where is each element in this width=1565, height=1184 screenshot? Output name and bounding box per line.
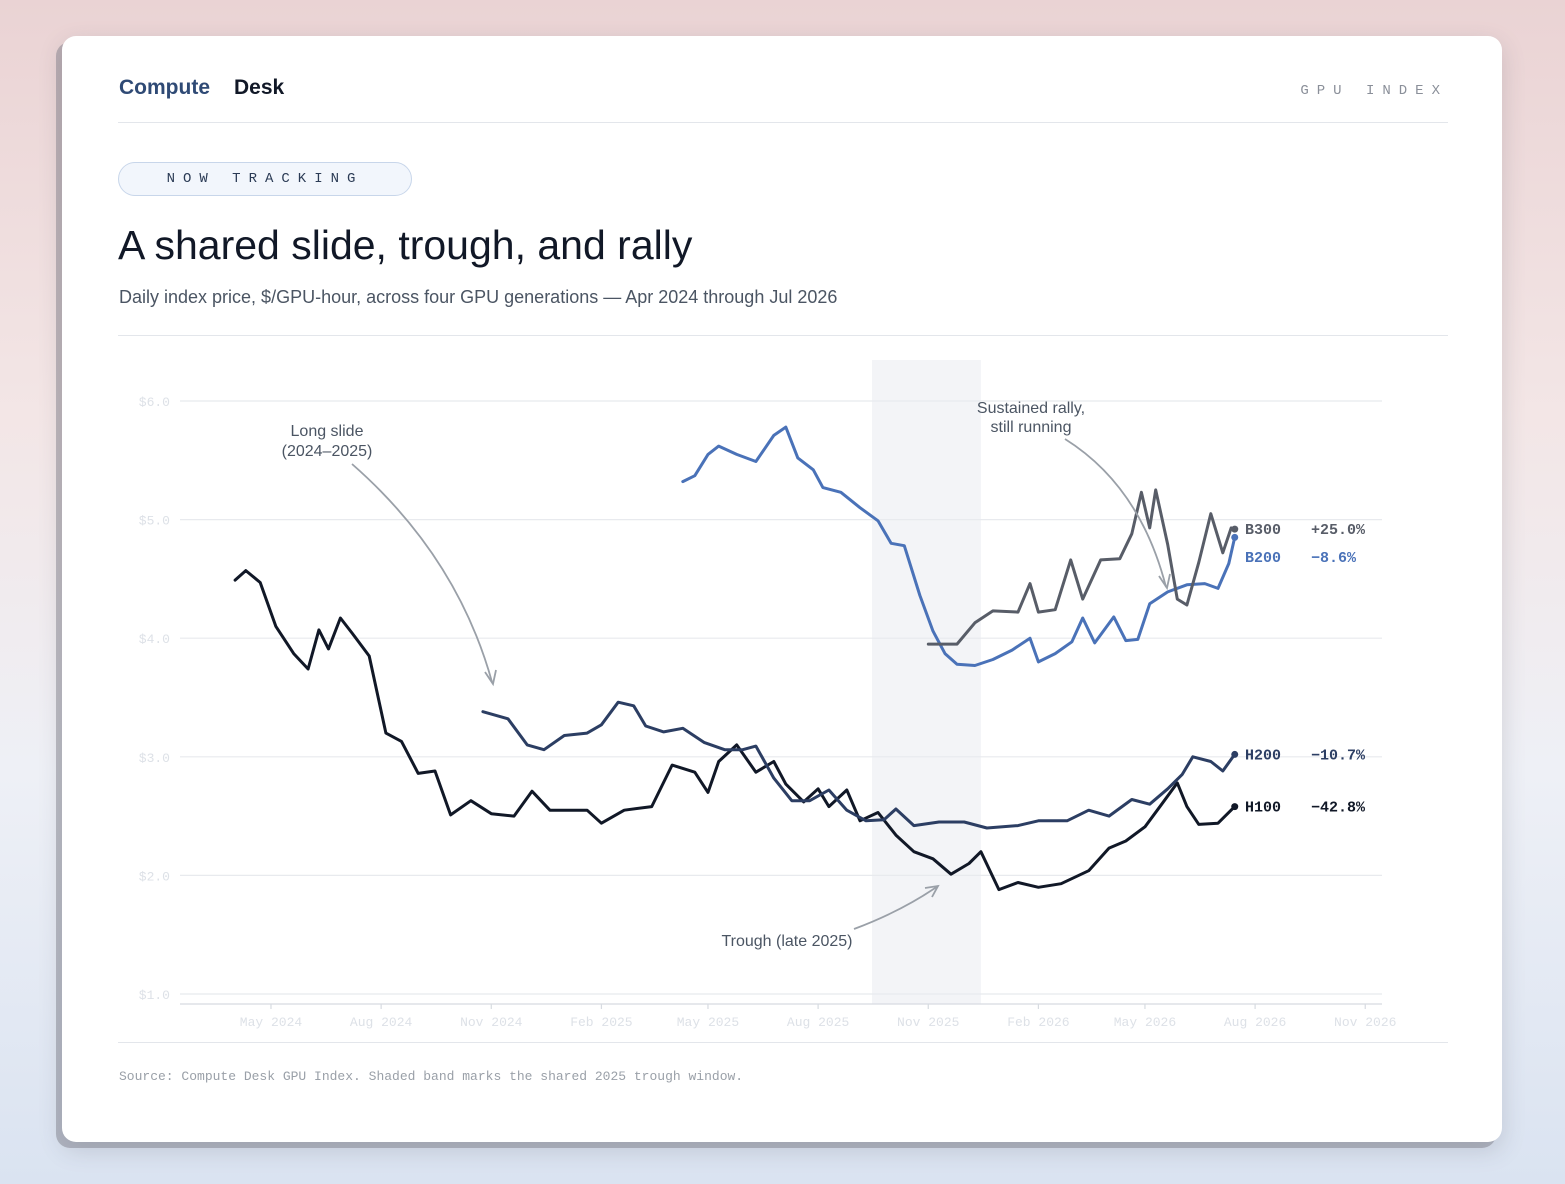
x-tick-label: Aug 2026: [1224, 1015, 1286, 1030]
annotation-slide-line1: Long slide: [291, 423, 364, 440]
x-tick-label: Feb 2026: [1007, 1015, 1069, 1030]
x-tick-label: Nov 2026: [1334, 1015, 1396, 1030]
x-tick-label: Aug 2025: [787, 1015, 849, 1030]
annotation-trough: Trough (late 2025): [721, 933, 852, 950]
card: Compute Desk GPU INDEX NOW TRACKING A sha…: [62, 36, 1502, 1142]
brand-compute: Compute: [119, 76, 210, 99]
gpu-index-tag: GPU INDEX: [1300, 83, 1448, 99]
x-tick-label: Nov 2024: [460, 1015, 523, 1030]
rally-arrow-head: [1158, 573, 1171, 591]
series-line-b300: [926, 488, 1237, 646]
line-chart: $1.0 $2.0 $3.0 $4.0 $5.0 $6.0 May 2024 Aug 202…: [139, 360, 1396, 1030]
trough-shaded-band: [871, 360, 981, 1004]
rally-arrow: [1064, 438, 1167, 588]
x-tick-label: Aug 2024: [350, 1015, 413, 1030]
footer-divider: [118, 1042, 1448, 1043]
series-label-b300: B300: [1245, 522, 1281, 539]
trough-arrow: [853, 885, 939, 930]
slide-arrow: [351, 463, 493, 683]
annotation-rally-line2: still running: [991, 419, 1072, 436]
series-change-b200: −8.6%: [1311, 550, 1357, 567]
x-tick-label: May 2026: [1114, 1015, 1176, 1030]
x-tick-label: Feb 2025: [570, 1015, 632, 1030]
series-change-h100: −42.8%: [1311, 800, 1366, 817]
header-divider: [118, 122, 1448, 123]
now-tracking-pill: NOW TRACKING: [118, 162, 412, 196]
title-divider: [118, 335, 1448, 336]
y-tick-label: $4.0: [139, 632, 170, 647]
y-tick-label: $5.0: [139, 514, 170, 529]
annotation-rally-line1: Sustained rally,: [977, 400, 1085, 417]
series-label-h100: H100: [1245, 800, 1281, 817]
annotation-slide-line2: (2024–2025): [282, 443, 373, 460]
y-tick-label: $1.0: [139, 988, 170, 1003]
y-tick-label: $2.0: [139, 869, 170, 884]
x-tick-label: May 2025: [677, 1015, 739, 1030]
page-title: A shared slide, trough, and rally: [118, 222, 693, 268]
series-end-dot-b200: [1231, 533, 1239, 541]
series-end-dot-h100: [1231, 803, 1239, 811]
brand[interactable]: Compute Desk: [119, 76, 284, 100]
x-tick-label: Nov 2025: [897, 1015, 959, 1030]
x-tick-label: May 2024: [240, 1015, 303, 1030]
series-end-dot-b300: [1231, 525, 1239, 533]
series-line-h200: [481, 700, 1237, 830]
page-subtitle: Daily index price, $/GPU-hour, across fo…: [119, 287, 838, 307]
series-line-b200: [681, 425, 1237, 667]
series-label-b200: B200: [1245, 550, 1281, 567]
trough-arrow-head: [924, 884, 940, 898]
slide-arrow-head: [484, 669, 497, 687]
y-tick-label: $6.0: [139, 395, 170, 410]
y-tick-label: $3.0: [139, 751, 170, 766]
series-line-h100: [233, 569, 1237, 892]
series-label-h200: H200: [1245, 747, 1281, 764]
source-note: Source: Compute Desk GPU Index. Shaded b…: [119, 1069, 744, 1084]
series-end-dot-h200: [1231, 750, 1239, 758]
brand-desk: Desk: [234, 76, 285, 99]
series-change-h200: −10.7%: [1311, 747, 1366, 764]
series-change-b300: +25.0%: [1311, 522, 1366, 539]
